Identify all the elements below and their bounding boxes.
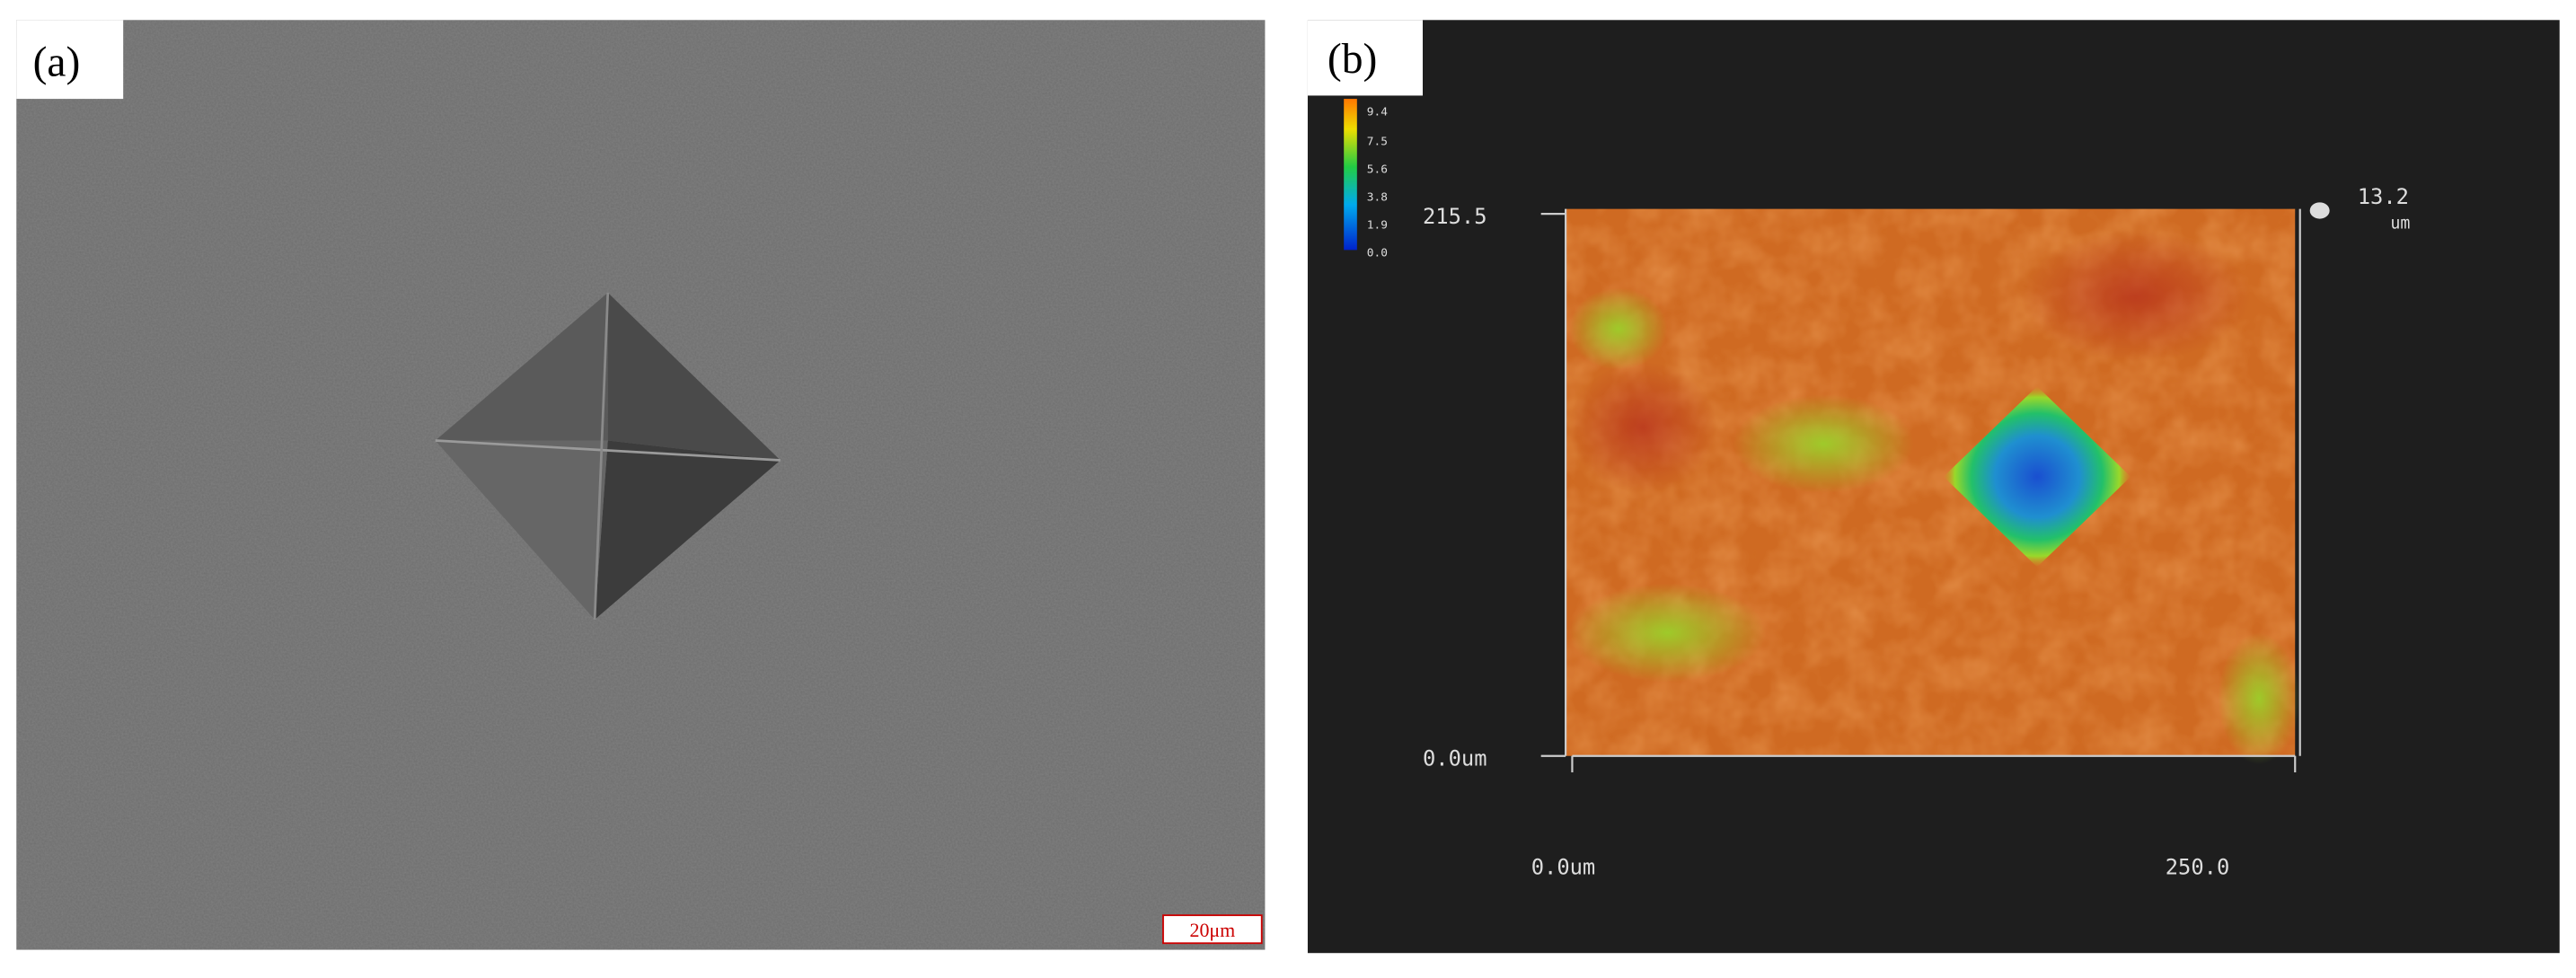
ridge	[435, 439, 781, 462]
low-region	[1568, 361, 1717, 494]
colorbar-tick: 9.4	[1367, 105, 1388, 119]
colorbar-tick: 0.0	[1367, 247, 1388, 260]
axes	[1540, 208, 2301, 773]
high-region	[1568, 583, 1767, 683]
low-region	[2020, 230, 2251, 362]
colorbar-tick: 1.9	[1367, 219, 1388, 233]
colorbar-tick: 3.8	[1367, 190, 1388, 204]
z-max: 13.2	[2358, 184, 2409, 209]
ridge	[593, 292, 610, 620]
indentation-pit	[1943, 386, 2131, 568]
panel-label: (b)	[1328, 36, 1377, 83]
facet	[435, 440, 608, 620]
panel-a: (a) 20μm	[16, 20, 1266, 950]
x-axis-left: 0.0um	[1531, 854, 1596, 879]
x-axis-right: 250.0	[2166, 854, 2230, 879]
high-region	[2218, 632, 2300, 764]
high-region	[1733, 394, 1914, 494]
scale-bar-box	[1162, 914, 1263, 945]
label-box	[16, 20, 124, 100]
high-region	[1568, 287, 1668, 370]
facet	[595, 440, 781, 620]
label-box	[1307, 20, 1423, 96]
y-axis-top: 215.5	[1423, 204, 1487, 229]
colorbar-tick: 5.6	[1367, 163, 1388, 176]
colorbar-tick: 7.5	[1367, 135, 1388, 148]
height-map	[1566, 208, 2300, 764]
colorbar-ticks: 9.4 7.5 5.6 3.8 1.9 0.0	[1367, 105, 1388, 260]
scale-bar: 20μm	[1189, 919, 1235, 941]
colorbar	[1344, 99, 1357, 251]
y-axis-bottom: 0.0um	[1423, 746, 1487, 771]
panel-label: (a)	[33, 39, 81, 85]
z-marker	[2309, 202, 2330, 219]
panel-b: (b) 9.4 7.5 5.6 3.8 1.9 0.0	[1307, 20, 2560, 954]
z-unit: um	[2390, 215, 2410, 233]
axis-labels: 215.5 0.0um 0.0um 250.0 13.2 um	[1423, 184, 2410, 879]
